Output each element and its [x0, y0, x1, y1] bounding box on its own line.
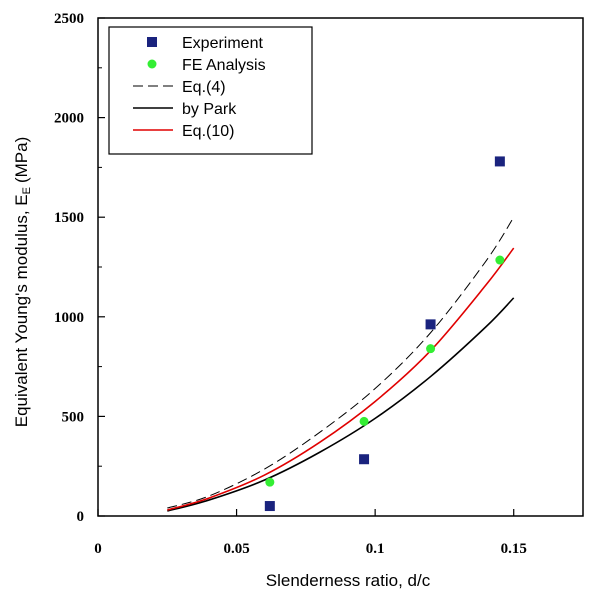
experiment-point	[264, 501, 275, 512]
fe-analysis-point	[359, 416, 369, 426]
y-tick-label: 0	[77, 509, 85, 525]
series-line-by-park	[167, 297, 515, 512]
fe-analysis-point	[495, 255, 505, 265]
series-line-eq-4-	[167, 216, 515, 509]
experiment-point	[494, 156, 505, 167]
fe-analysis-point	[426, 344, 436, 354]
plot-frame	[97, 17, 584, 517]
experiment-point	[359, 454, 370, 465]
legend-marker-fe-analysis	[147, 59, 157, 69]
legend-label-eq-4-: Eq.(4)	[182, 79, 226, 96]
legend-label-fe-analysis: FE Analysis	[182, 57, 266, 74]
y-tick-label: 500	[62, 409, 85, 425]
y-tick-label: 1000	[54, 310, 84, 326]
legend-box	[108, 26, 313, 155]
legend-label-experiment: Experiment	[182, 35, 263, 52]
y-axis-title-sub: E	[21, 187, 33, 194]
y-tick-label: 1500	[54, 210, 84, 226]
experiment-point	[425, 319, 436, 330]
y-axis-title-main: Equivalent Young's modulus, E	[12, 194, 31, 427]
legend-marker-experiment	[147, 37, 157, 47]
x-tick-label: 0.15	[501, 541, 527, 557]
legend-label-eq-10-: Eq.(10)	[182, 123, 234, 140]
fe-analysis-point	[265, 477, 275, 487]
y-tick-label: 2500	[54, 11, 84, 27]
y-tick-label: 2000	[54, 111, 84, 127]
y-axis-title: Equivalent Young's modulus, EE (MPa)	[12, 137, 33, 428]
y-axis-title-unit: (MPa)	[12, 137, 31, 183]
x-tick-label: 0.05	[223, 541, 249, 557]
x-axis-title: Slenderness ratio, d/c	[266, 571, 431, 590]
series-layer	[167, 156, 515, 512]
x-tick-label: 0	[94, 541, 102, 557]
x-axis-ticks: 0 0.05 0.1 0.15	[94, 509, 527, 557]
x-tick-label: 0.1	[366, 541, 385, 557]
legend-label-by-park: by Park	[182, 101, 237, 118]
series-line-eq-10-	[167, 247, 515, 511]
legend: Experiment FE Analysis Eq.(4) by Park Eq.(10…	[108, 26, 313, 155]
